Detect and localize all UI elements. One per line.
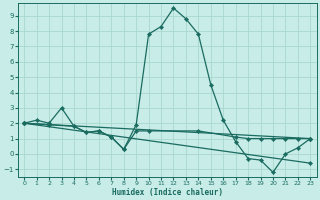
- X-axis label: Humidex (Indice chaleur): Humidex (Indice chaleur): [112, 188, 223, 197]
